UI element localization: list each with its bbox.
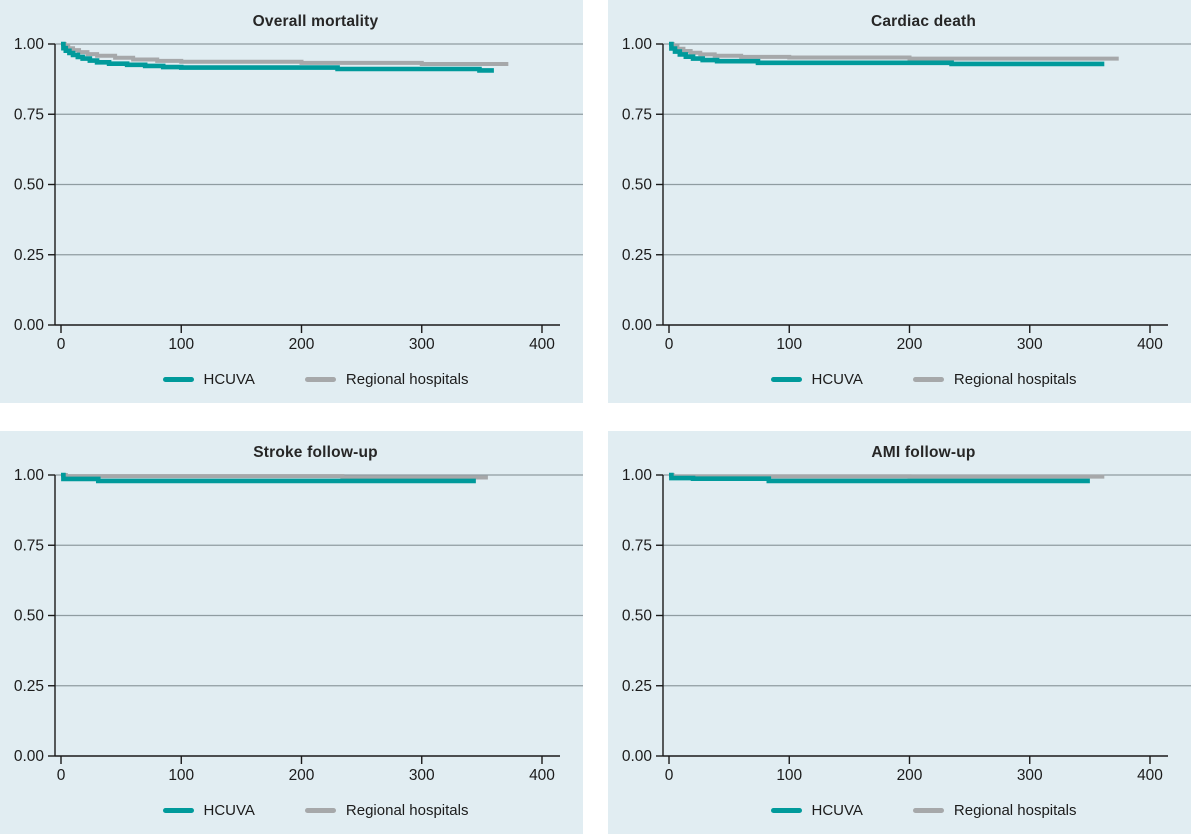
series-hcuva-line [61, 41, 494, 73]
x-tick-label: 100 [168, 767, 194, 784]
legend-swatch-regional [912, 807, 944, 813]
y-tick-label: 0.00 [622, 748, 653, 765]
x-tick-label: 0 [665, 336, 674, 353]
series-hcuva-line [669, 472, 1090, 484]
x-tick-label: 300 [1017, 767, 1043, 784]
legend-label-regional: Regional hospitals [953, 801, 1077, 819]
x-tick-label: 0 [57, 767, 66, 784]
legend-label-regional: Regional hospitals [345, 370, 469, 388]
x-tick-label: 200 [289, 336, 315, 353]
y-tick-label: 1.00 [622, 36, 653, 53]
panel-title: AMI follow-up [871, 444, 976, 461]
y-tick-label: 0.50 [14, 608, 45, 625]
panel-title: Overall mortality [252, 13, 379, 30]
x-tick-label: 0 [57, 336, 66, 353]
y-tick-label: 0.75 [14, 106, 44, 123]
x-tick-label: 400 [529, 336, 555, 353]
stroke-followup-plot: 0.00 0.25 0.50 0.75 1.00 0 100 200 300 400 [14, 467, 583, 784]
panel-ami-followup: 0.00 0.25 0.50 0.75 1.00 0 100 200 300 400 AMI fo… [608, 431, 1191, 834]
x-tick-label: 400 [1137, 336, 1163, 353]
panel-stroke-followup: 0.00 0.25 0.50 0.75 1.00 0 100 200 300 400 Stroke… [0, 431, 583, 834]
series-regional-line [669, 42, 1119, 61]
y-tick-label: 0.00 [14, 317, 45, 334]
panel-title: Stroke follow-up [253, 444, 378, 461]
legend-label-hcuva: HCUVA [203, 370, 255, 388]
x-tick-label: 400 [529, 767, 555, 784]
y-tick-label: 1.00 [622, 467, 653, 484]
y-tick-label: 1.00 [14, 36, 45, 53]
legend: HCUVA Regional hospitals [671, 366, 1176, 392]
y-tick-label: 0.75 [622, 537, 652, 554]
y-tick-label: 1.00 [14, 467, 45, 484]
ami-followup-plot: 0.00 0.25 0.50 0.75 1.00 0 100 200 300 400 [622, 467, 1191, 784]
legend: HCUVA Regional hospitals [63, 366, 568, 392]
x-tick-label: 300 [1017, 336, 1043, 353]
overall-mortality-plot: 0.00 0.25 0.50 0.75 1.00 0 100 200 300 400 [14, 36, 583, 353]
y-tick-label: 0.25 [622, 247, 652, 264]
series-regional-line [61, 42, 509, 66]
cardiac-death-plot: 0.00 0.25 0.50 0.75 1.00 0 100 200 300 400 [622, 36, 1191, 353]
y-tick-label: 0.75 [14, 537, 44, 554]
legend: HCUVA Regional hospitals [63, 797, 568, 823]
x-tick-label: 200 [897, 767, 923, 784]
y-tick-label: 0.00 [622, 317, 653, 334]
legend-label-regional: Regional hospitals [345, 801, 469, 819]
y-tick-label: 0.75 [622, 106, 652, 123]
x-tick-label: 100 [776, 767, 802, 784]
legend-label-hcuva: HCUVA [811, 370, 863, 388]
legend-label-hcuva: HCUVA [203, 801, 255, 819]
legend-swatch-hcuva [770, 376, 802, 382]
series-hcuva-line [669, 41, 1105, 67]
x-tick-label: 300 [409, 336, 435, 353]
x-tick-label: 200 [289, 767, 315, 784]
y-tick-label: 0.50 [14, 177, 45, 194]
y-tick-label: 0.25 [14, 247, 44, 264]
legend-swatch-regional [304, 376, 336, 382]
legend-swatch-regional [912, 376, 944, 382]
x-tick-label: 0 [665, 767, 674, 784]
legend-label-hcuva: HCUVA [811, 801, 863, 819]
legend-label-regional: Regional hospitals [953, 370, 1077, 388]
x-tick-label: 300 [409, 767, 435, 784]
legend-swatch-hcuva [162, 376, 194, 382]
x-tick-label: 200 [897, 336, 923, 353]
legend: HCUVA Regional hospitals [671, 797, 1176, 823]
panel-overall-mortality: 0.00 0.25 0.50 0.75 1.00 0 100 200 300 400 Overal… [0, 0, 583, 403]
panel-cardiac-death: 0.00 0.25 0.50 0.75 1.00 0 100 200 300 400 Cardia… [608, 0, 1191, 403]
legend-swatch-hcuva [162, 807, 194, 813]
y-tick-label: 0.50 [622, 177, 653, 194]
panel-title: Cardiac death [870, 13, 977, 30]
series-hcuva-line [61, 472, 476, 484]
x-tick-label: 400 [1137, 767, 1163, 784]
legend-swatch-hcuva [770, 807, 802, 813]
y-tick-label: 0.50 [622, 608, 653, 625]
y-tick-label: 0.25 [622, 678, 652, 695]
y-tick-label: 0.00 [14, 748, 45, 765]
legend-swatch-regional [304, 807, 336, 813]
x-tick-label: 100 [776, 336, 802, 353]
x-tick-label: 100 [168, 336, 194, 353]
y-tick-label: 0.25 [14, 678, 44, 695]
